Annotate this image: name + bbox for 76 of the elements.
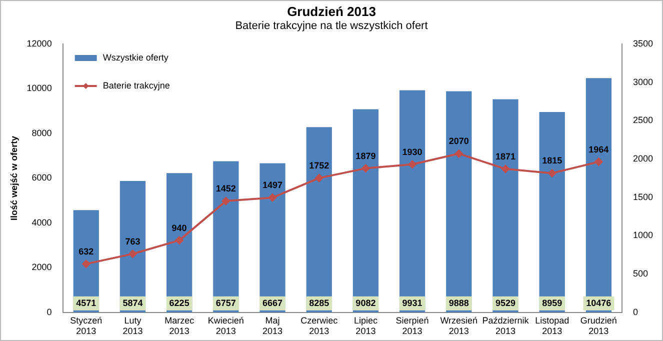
bar	[539, 112, 565, 312]
point	[175, 236, 184, 244]
bar	[306, 127, 332, 312]
bar	[213, 161, 239, 312]
data-label: 763	[125, 236, 140, 246]
data-label: 6757	[216, 298, 236, 308]
legend-label: Wszystkie oferty	[102, 52, 169, 62]
data-label: 9082	[356, 298, 376, 308]
point	[594, 158, 603, 166]
point	[548, 169, 556, 178]
x-tick-label: Lipiec 2013	[354, 315, 378, 336]
y2-tick-label: 2500	[632, 115, 654, 126]
chart-title: Grudzień 2013	[286, 3, 377, 20]
point	[315, 174, 324, 182]
y2-tick-label: 2000	[632, 154, 654, 164]
x-tick-label: Sierpień 2013	[396, 315, 429, 336]
data-label: 5874	[122, 298, 143, 308]
data-label: 1879	[356, 150, 376, 161]
point	[362, 164, 370, 172]
y-tick-label: 0	[46, 306, 52, 317]
data-label: 9529	[495, 298, 516, 308]
x-tick-label: Maj 2013	[262, 315, 283, 336]
y-tick-label: 10000	[26, 83, 52, 94]
x-tick-label: Luty 2013	[122, 315, 143, 336]
point	[222, 197, 230, 206]
chart-subtitle: Baterie trakcyjne na tle wszystkich ofert	[234, 20, 429, 34]
bar	[352, 109, 379, 312]
y2-tick-label: 3000	[632, 76, 654, 87]
bar	[446, 91, 472, 312]
data-label: 1452	[216, 184, 236, 194]
data-label: 10476	[586, 298, 612, 308]
y-tick-label: 4000	[32, 217, 52, 228]
y2-tick-label: 1000	[632, 230, 654, 240]
data-label: 2070	[448, 136, 469, 146]
x-tick-label: Kwiecień 2013	[208, 315, 244, 336]
x-tick-label: Styczeń 2013	[70, 315, 102, 336]
data-label: 1930	[402, 146, 422, 157]
y-tick-label: 6000	[32, 172, 52, 183]
data-label: 6667	[262, 298, 283, 308]
data-label: 8959	[542, 298, 562, 308]
point	[82, 260, 90, 268]
bar	[399, 90, 426, 312]
x-tick-label: Czerwiec 2013	[300, 315, 338, 336]
data-label: 4571	[76, 298, 96, 308]
point	[408, 160, 416, 168]
y2-tick-label: 0	[632, 306, 638, 317]
y2-tick-label: 500	[632, 268, 648, 279]
data-label: 6225	[169, 298, 190, 308]
x-tick-label: Marzec 2013	[164, 315, 195, 336]
x-tick-label: Listopad 2013	[535, 315, 570, 336]
point	[268, 194, 277, 202]
data-label: 1871	[495, 151, 516, 162]
y-axis-title: Ilość wejść w oferty	[8, 136, 19, 220]
legend-label: Baterie trakcyjne	[102, 80, 170, 90]
point	[454, 150, 463, 158]
data-label: 9931	[402, 298, 422, 308]
y-tick-label: 8000	[32, 128, 52, 138]
bar	[492, 99, 518, 312]
x-tick-label: Październik 2013	[482, 315, 530, 336]
y2-tick-label: 3500	[632, 38, 654, 48]
y-tick-label: 12000	[26, 38, 52, 48]
data-label: 9888	[448, 298, 469, 308]
data-label: 940	[172, 222, 187, 233]
y-tick-label: 2000	[32, 262, 52, 272]
data-label: 1815	[542, 156, 562, 166]
data-label: 1964	[588, 144, 609, 154]
data-label: 1752	[309, 160, 330, 171]
bar	[260, 163, 286, 312]
point	[501, 164, 510, 173]
data-label: 632	[78, 246, 94, 256]
x-tick-label: Wrzesień 2013	[440, 315, 478, 336]
y2-tick-label: 1500	[632, 192, 654, 202]
data-label: 8285	[309, 298, 330, 308]
data-label: 1497	[262, 180, 283, 190]
point	[128, 250, 137, 258]
x-tick-label: Grudzień 2013	[580, 315, 617, 336]
